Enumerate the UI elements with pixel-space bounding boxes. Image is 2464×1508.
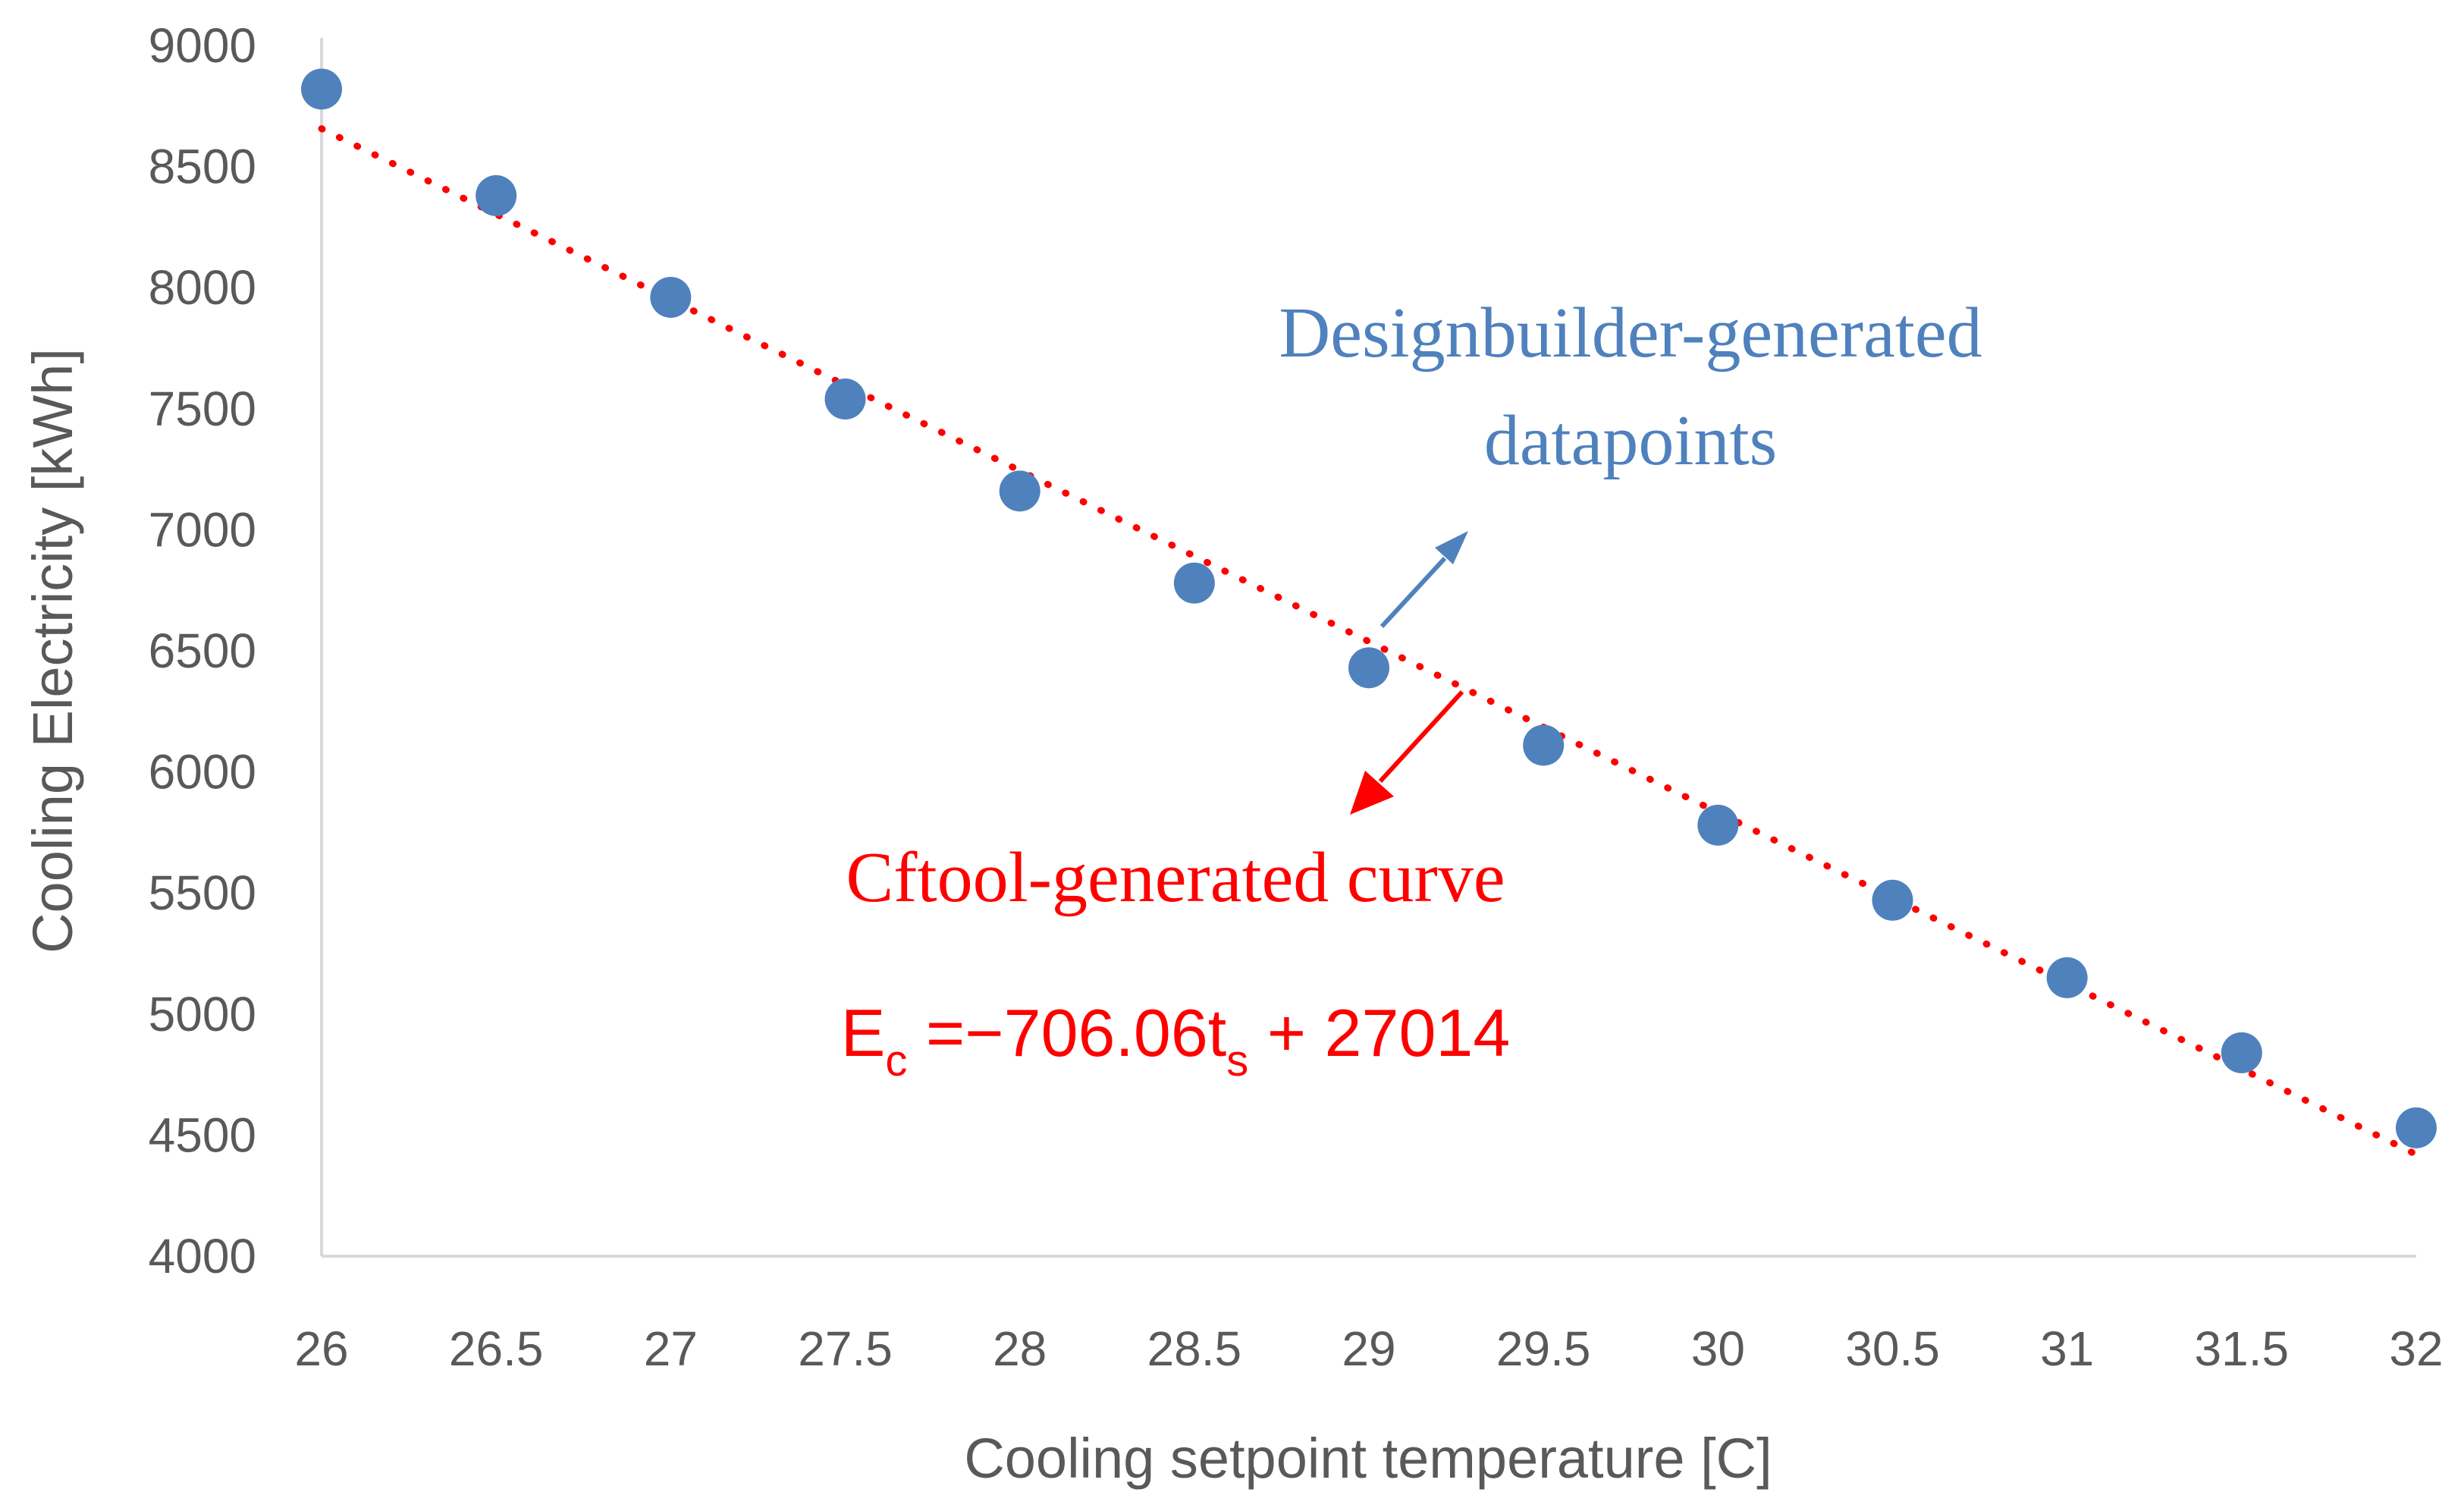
data-point bbox=[301, 68, 342, 110]
data-point bbox=[1348, 647, 1389, 689]
datapoints-arrow-shaft bbox=[1380, 556, 1447, 629]
x-tick-label: 26 bbox=[294, 1321, 348, 1376]
fit-equation: Ec =−706.06ts + 27014 bbox=[841, 995, 1511, 1085]
data-point bbox=[1872, 879, 1913, 921]
data-point bbox=[2221, 1032, 2262, 1073]
equation-tail: + 27014 bbox=[1248, 995, 1510, 1070]
data-point bbox=[2046, 957, 2088, 998]
y-tick-label: 5000 bbox=[149, 987, 256, 1041]
x-tick-label: 30 bbox=[1691, 1321, 1745, 1376]
datapoints-arrowhead bbox=[1435, 531, 1468, 564]
x-tick-label: 28.5 bbox=[1147, 1321, 1242, 1376]
data-point bbox=[2396, 1107, 2437, 1148]
datapoints-annotation-line2: datapoints bbox=[1484, 401, 1777, 480]
datapoints-annotation-line1: Designbuilder-generated bbox=[1279, 294, 1982, 372]
y-tick-label: 4500 bbox=[149, 1107, 256, 1162]
x-tick-label: 31.5 bbox=[2195, 1321, 2290, 1376]
x-tick-label: 29.5 bbox=[1496, 1321, 1591, 1376]
equation-e: E bbox=[841, 995, 886, 1070]
equation-t-subscript: s bbox=[1226, 1036, 1248, 1085]
data-point bbox=[650, 276, 692, 318]
y-tick-label: 6500 bbox=[149, 624, 256, 678]
fit-line bbox=[318, 125, 2420, 1158]
y-tick-label: 7000 bbox=[149, 502, 256, 557]
x-tick-label: 27.5 bbox=[798, 1321, 893, 1376]
data-point bbox=[999, 470, 1041, 512]
curve-arrow-shaft bbox=[1378, 690, 1464, 784]
curve-annotation: Cftool-generated curve bbox=[846, 838, 1505, 917]
data-point bbox=[1523, 724, 1565, 766]
data-points-layer bbox=[301, 68, 2437, 1148]
data-point bbox=[824, 379, 866, 420]
y-tick-label: 5500 bbox=[149, 866, 256, 920]
tick-labels-layer: 26 26.5 27 27.5 28 28.5 29 29.5 30 30.5 31 31.5 32 40… bbox=[149, 18, 2444, 1376]
axes bbox=[320, 38, 2416, 1258]
data-point bbox=[1697, 804, 1739, 846]
y-tick-label: 9000 bbox=[149, 18, 256, 73]
equation-e-subscript: c bbox=[885, 1036, 907, 1085]
y-tick-label: 4000 bbox=[149, 1229, 256, 1283]
y-tick-label: 8000 bbox=[149, 260, 256, 315]
x-tick-label: 31 bbox=[2040, 1321, 2094, 1376]
y-tick-label: 7500 bbox=[149, 382, 256, 436]
equation-middle: =−706.06t bbox=[907, 995, 1226, 1070]
curve-arrowhead bbox=[1350, 771, 1394, 815]
data-point bbox=[1173, 562, 1215, 604]
y-tick-label: 6000 bbox=[149, 745, 256, 800]
x-tick-label: 28 bbox=[993, 1321, 1047, 1376]
data-point bbox=[476, 174, 517, 216]
x-axis-title: Cooling setpoint temperature [C] bbox=[964, 1427, 1772, 1490]
y-axis-title: Cooling Electricity [kWh] bbox=[21, 348, 84, 953]
fit-line-layer bbox=[318, 125, 2420, 1158]
x-tick-label: 29 bbox=[1342, 1321, 1395, 1376]
x-tick-label: 32 bbox=[2389, 1321, 2443, 1376]
x-tick-label: 27 bbox=[644, 1321, 698, 1376]
annotation-arrows bbox=[1350, 531, 1468, 815]
y-tick-label: 8500 bbox=[149, 140, 256, 194]
x-tick-label: 26.5 bbox=[449, 1321, 544, 1376]
x-tick-label: 30.5 bbox=[1845, 1321, 1940, 1376]
